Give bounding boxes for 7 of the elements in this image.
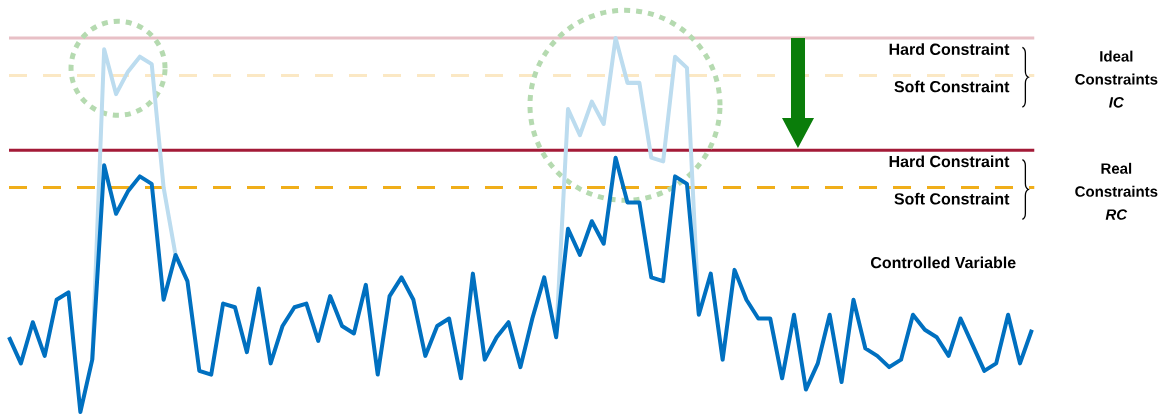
ref-line-label: Hard Constraint (889, 155, 1010, 168)
text: Real Constraints RC (1075, 162, 1158, 220)
ref-line-label: Soft Constraint (894, 80, 1010, 93)
text: Controlled Variable (870, 256, 1016, 269)
ref-line-label: Hard Constraint (889, 43, 1010, 55)
ref-line-label: Soft Constraint (894, 192, 1010, 205)
text: Ideal Constraints IC (1075, 50, 1158, 108)
